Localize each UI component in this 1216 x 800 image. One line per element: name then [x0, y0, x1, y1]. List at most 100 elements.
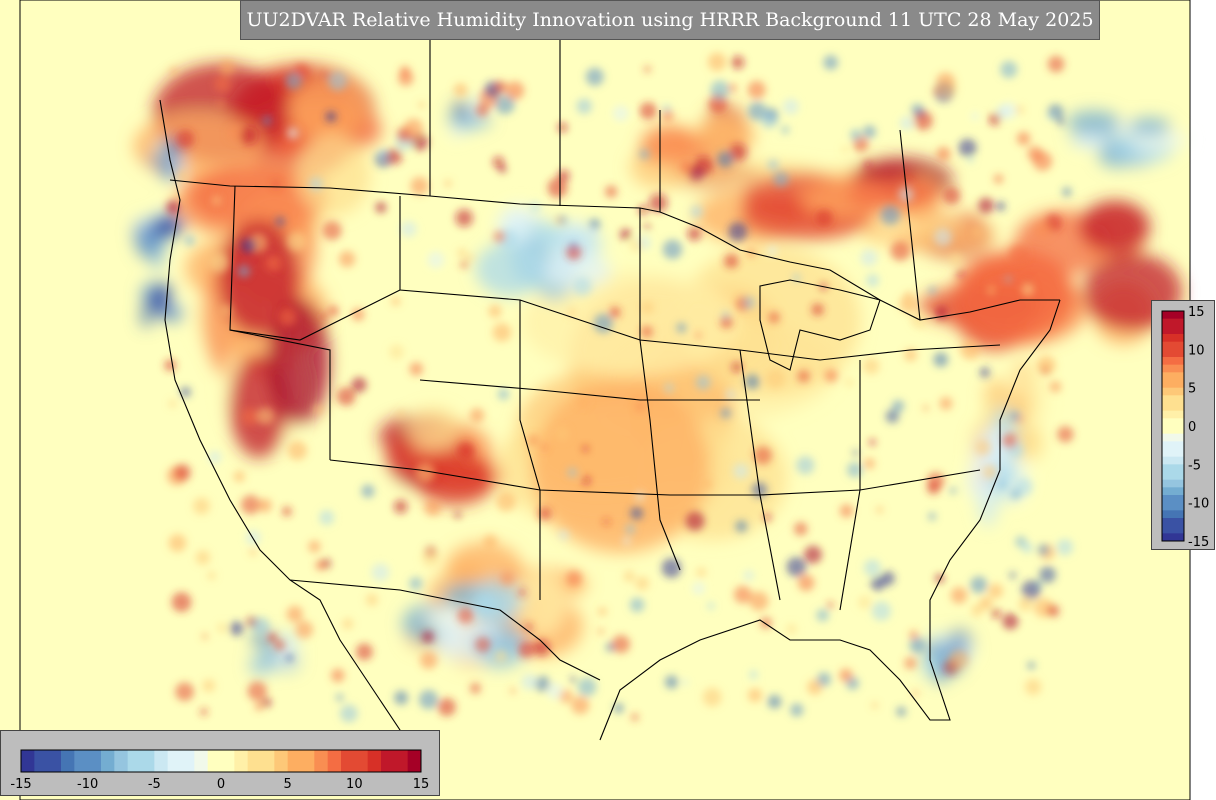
innovation-speck	[286, 127, 299, 140]
innovation-speck	[803, 545, 822, 564]
state-line-e	[519, 299, 1001, 361]
innovation-speck	[342, 618, 354, 630]
innovation-speck	[662, 239, 683, 260]
innovation-speck	[509, 687, 516, 694]
innovation-speck	[790, 703, 804, 717]
innovation-speck	[619, 228, 632, 241]
innovation-speck	[202, 679, 216, 693]
innovation-speck	[639, 102, 657, 120]
innovation-speck	[336, 387, 356, 406]
innovation-speck	[979, 596, 993, 610]
innovation-speck	[982, 464, 997, 479]
innovation-speck	[466, 254, 474, 262]
innovation-speck	[885, 409, 900, 424]
innovation-speck	[971, 604, 984, 617]
innovation-speck	[629, 597, 645, 613]
innovation-speck	[823, 55, 839, 70]
innovation-speck	[949, 252, 963, 266]
innovation-speck	[488, 304, 502, 318]
colorbar-swatch	[1162, 410, 1184, 419]
innovation-speck	[782, 98, 799, 115]
innovation-speck	[613, 703, 624, 714]
innovation-speck	[534, 676, 551, 692]
innovation-speck	[207, 571, 216, 580]
innovation-speck	[640, 325, 653, 338]
innovation-speck	[272, 180, 280, 189]
innovation-speck	[247, 681, 267, 701]
innovation-speck	[570, 241, 577, 249]
innovation-speck	[735, 520, 748, 533]
colorbar-swatch	[87, 750, 102, 772]
innovation-speck	[285, 653, 294, 663]
colorbar-swatch	[1162, 418, 1184, 427]
innovation-blob	[542, 252, 611, 289]
map-borders	[159, 40, 1061, 761]
innovation-speck	[1049, 381, 1062, 393]
innovation-speck	[999, 481, 1006, 489]
colorbar-frame	[1161, 310, 1185, 542]
colorbar-swatch	[1162, 456, 1184, 465]
innovation-speck	[322, 220, 342, 241]
colorbar-tick-label: 5	[1188, 382, 1196, 397]
innovation-speck	[744, 374, 760, 390]
innovation-speck	[793, 522, 808, 536]
innovation-speck	[176, 129, 195, 148]
innovation-speck	[892, 399, 905, 413]
innovation-speck	[948, 649, 969, 670]
innovation-speck	[537, 506, 552, 521]
innovation-speck	[958, 138, 977, 157]
innovation-speck	[598, 607, 607, 616]
innovation-speck	[797, 369, 811, 383]
innovation-speck	[256, 407, 275, 425]
innovation-speck	[169, 67, 179, 76]
innovation-speck	[960, 340, 980, 360]
innovation-speck	[816, 609, 829, 622]
innovation-speck	[240, 237, 257, 254]
colorbar-tick-label: -15	[10, 777, 31, 792]
innovation-speck	[492, 156, 505, 168]
colorbar-tick-label: -10	[77, 777, 98, 792]
innovation-blob	[847, 178, 940, 212]
innovation-speck	[909, 630, 918, 640]
innovation-speck	[566, 244, 582, 260]
innovation-speck	[717, 151, 734, 168]
vertical-colorbar-ramp: 15 10 5 0 -5 -10 -15	[1161, 305, 1209, 550]
innovation-speck	[622, 536, 631, 546]
innovation-speck	[497, 388, 510, 400]
innovation-speck	[597, 628, 605, 635]
innovation-speck	[949, 487, 957, 495]
innovation-speck	[286, 605, 304, 623]
innovation-speck	[1025, 277, 1032, 285]
innovation-speck	[987, 287, 996, 295]
innovation-speck	[871, 702, 878, 709]
innovation-speck	[192, 497, 211, 515]
east-coast	[599, 299, 1061, 741]
innovation-speck	[567, 467, 578, 478]
colorbar-swatch	[1162, 479, 1184, 488]
innovation-speck	[862, 125, 877, 139]
innovation-speck	[456, 441, 475, 461]
west-coast	[159, 99, 421, 761]
colorbar-swatch	[34, 750, 49, 772]
innovation-speck	[239, 126, 258, 145]
innovation-speck	[557, 122, 568, 133]
innovation-speck	[587, 227, 598, 238]
innovation-speck	[767, 694, 782, 709]
colorbar-frame	[20, 749, 422, 773]
colorbar-swatch	[327, 750, 342, 772]
innovation-blob	[288, 76, 368, 142]
innovation-speck	[475, 636, 491, 653]
innovation-speck	[720, 407, 732, 419]
innovation-speck	[811, 303, 824, 316]
innovation-speck	[768, 311, 780, 324]
innovation-speck	[922, 405, 929, 412]
innovation-speck	[524, 622, 533, 632]
innovation-speck	[339, 704, 358, 723]
state-line-b	[399, 196, 541, 600]
innovation-speck	[400, 221, 417, 238]
innovation-speck	[166, 200, 180, 214]
innovation-speck	[995, 201, 1006, 211]
colorbar-swatch	[274, 750, 289, 772]
innovation-speck	[609, 306, 621, 319]
colorbar-swatch	[1162, 357, 1184, 366]
